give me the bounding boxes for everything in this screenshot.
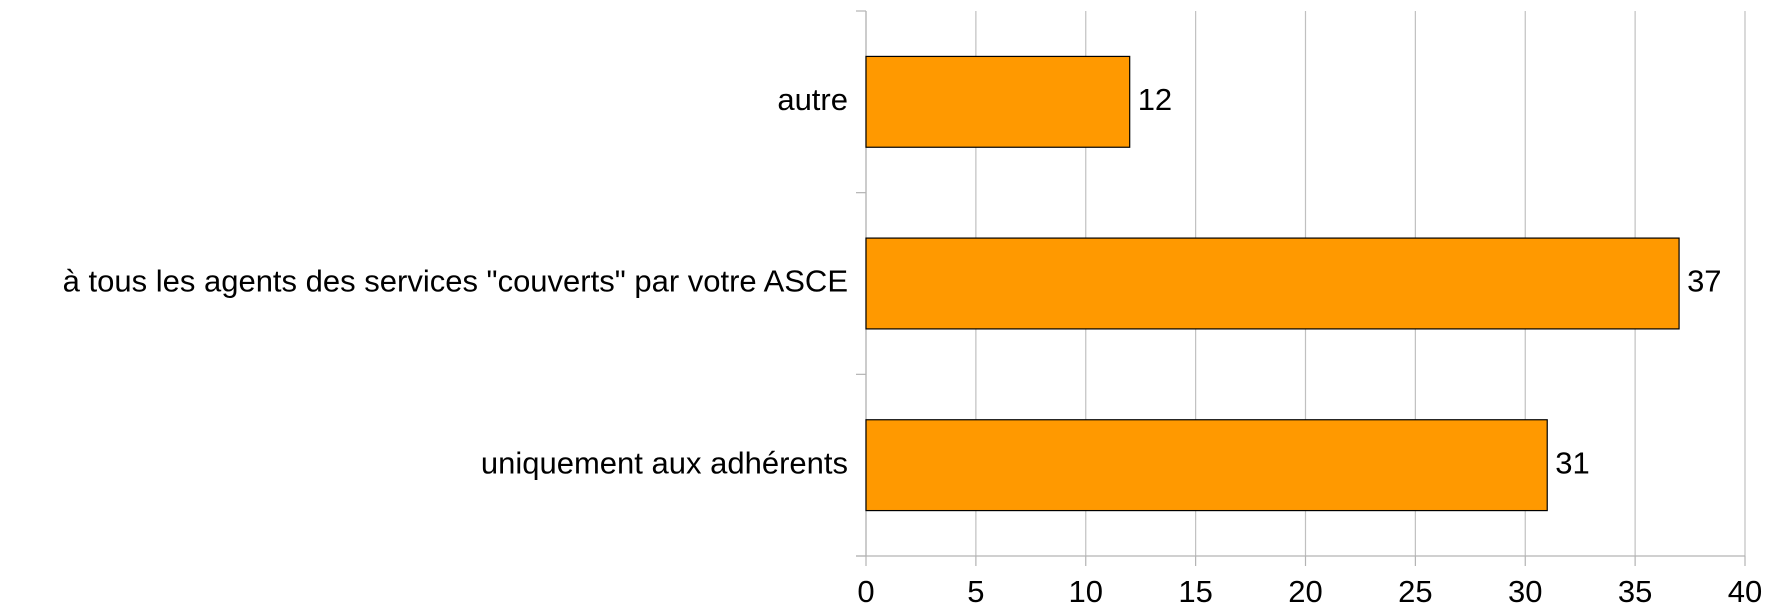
x-tick-label: 25 [1398, 574, 1432, 609]
y-tick-label: uniquement aux adhérents [481, 445, 848, 480]
y-tick-label: autre [777, 82, 848, 117]
data-label: 37 [1687, 264, 1721, 299]
x-tick-label: 10 [1069, 574, 1103, 609]
data-label: 12 [1138, 82, 1172, 117]
x-tick-label: 5 [967, 574, 984, 609]
x-tick-label: 35 [1618, 574, 1652, 609]
x-tick-label: 20 [1288, 574, 1322, 609]
x-tick-label: 15 [1178, 574, 1212, 609]
y-tick-label: à tous les agents des services "couverts… [63, 264, 848, 299]
bar [865, 55, 1131, 148]
x-tick-label: 0 [857, 574, 874, 609]
x-tick-label: 40 [1728, 574, 1762, 609]
bar [865, 237, 1680, 330]
x-tick-label: 30 [1508, 574, 1542, 609]
bar [865, 419, 1548, 512]
data-label: 31 [1555, 445, 1589, 480]
